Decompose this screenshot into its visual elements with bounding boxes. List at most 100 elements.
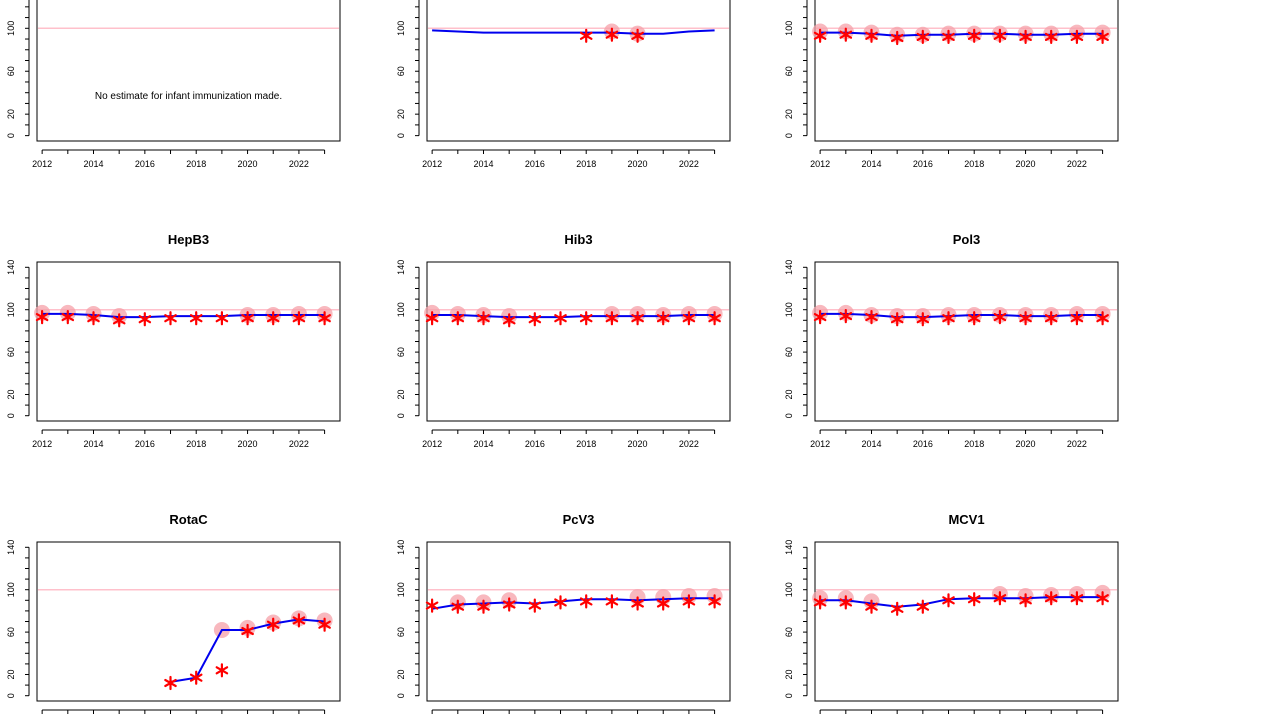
reported-point bbox=[967, 592, 981, 607]
estimate-line bbox=[431, 597, 715, 610]
reported-point bbox=[656, 596, 670, 611]
x-tick-label: 2022 bbox=[289, 439, 309, 449]
x-tick-label: 2014 bbox=[83, 439, 103, 449]
no-estimate-note: No estimate for infant immunization made… bbox=[95, 91, 282, 102]
reported-point bbox=[1096, 591, 1109, 606]
x-tick-label: 2012 bbox=[810, 439, 830, 449]
estimate-line bbox=[432, 29, 715, 35]
reported-point bbox=[164, 675, 177, 691]
chart-panel-panel-2: 0 20 60 100 2012 2014 2016 2018 2020 2022 bbox=[396, 0, 731, 169]
reported-point bbox=[477, 311, 490, 326]
plot-frame bbox=[36, 0, 341, 142]
x-tick-label: 2016 bbox=[525, 439, 545, 449]
reported-point bbox=[502, 597, 516, 612]
reported-point bbox=[318, 311, 331, 326]
y-tick-label: 0 bbox=[784, 413, 794, 418]
reported-point bbox=[241, 311, 254, 326]
reported-point bbox=[87, 311, 100, 326]
y-tick-label: 0 bbox=[6, 693, 16, 698]
x-tick-label: 2016 bbox=[525, 159, 545, 169]
reported-point bbox=[605, 594, 619, 609]
reported-point bbox=[1019, 311, 1032, 326]
reported-point bbox=[266, 311, 280, 326]
x-tick-label: 2020 bbox=[1016, 159, 1036, 169]
y-tick-label: 0 bbox=[6, 413, 16, 418]
plot-frame bbox=[814, 541, 1119, 702]
chart-panel-rotac: RotaC02060100140201220142016201820202022 bbox=[6, 512, 341, 720]
y-tick-label: 20 bbox=[784, 669, 794, 679]
reported-point bbox=[292, 613, 306, 628]
y-tick-label: 0 bbox=[396, 133, 406, 138]
reported-point bbox=[682, 594, 696, 609]
y-tick-label: 140 bbox=[6, 260, 16, 275]
x-tick-label: 2018 bbox=[186, 159, 206, 169]
reported-point bbox=[215, 663, 229, 678]
y-tick-label: 60 bbox=[396, 627, 406, 637]
x-tick-label: 2020 bbox=[628, 159, 648, 169]
reported-point bbox=[579, 28, 593, 43]
x-tick-label: 2016 bbox=[913, 439, 933, 449]
chart-panel-pol3: Pol3 0 20 60 100 140 2012 2014 2016 2018 2020 2022 bbox=[784, 232, 1119, 449]
reported-point bbox=[916, 599, 930, 614]
reported-point bbox=[865, 310, 878, 325]
chart-title: PcV3 bbox=[563, 512, 595, 527]
chart-title: RotaC bbox=[169, 512, 208, 527]
y-tick-label: 20 bbox=[396, 669, 406, 679]
y-tick-label: 0 bbox=[784, 693, 794, 698]
y-tick-label: 100 bbox=[6, 302, 16, 317]
reported-point bbox=[554, 595, 567, 610]
estimate-line bbox=[820, 31, 1103, 37]
reported-point bbox=[1019, 593, 1032, 608]
y-tick-label: 60 bbox=[6, 627, 16, 637]
chart-panel-panel-3: 0 20 60 100 2012 2014 2016 2018 2020 2022 bbox=[784, 0, 1119, 169]
reported-point bbox=[579, 311, 593, 326]
x-tick-label: 2022 bbox=[679, 159, 699, 169]
y-tick-label: 140 bbox=[396, 540, 406, 555]
reported-point bbox=[189, 311, 203, 326]
reported-point bbox=[292, 311, 306, 326]
x-tick-label: 2014 bbox=[473, 159, 493, 169]
x-tick-label: 2018 bbox=[576, 159, 596, 169]
plot-frame bbox=[426, 261, 731, 422]
reported-point bbox=[1019, 29, 1032, 44]
chart-title: Pol3 bbox=[953, 232, 980, 247]
reported-point bbox=[942, 29, 955, 44]
reported-point bbox=[656, 311, 670, 326]
reported-point bbox=[942, 311, 955, 326]
y-tick-label: 20 bbox=[396, 389, 406, 399]
chart-panel-panel-1: 0 20 60 100 2012 2014 2016 2018 2020 2022 No estim… bbox=[6, 0, 341, 169]
y-tick-label: 60 bbox=[6, 66, 16, 76]
plot-frame bbox=[814, 261, 1119, 422]
x-tick-label: 2020 bbox=[628, 439, 648, 449]
reported-point bbox=[554, 311, 567, 326]
x-tick-label: 2022 bbox=[1067, 439, 1087, 449]
reported-point bbox=[477, 599, 490, 614]
reported-point bbox=[164, 311, 177, 326]
chart-title: HepB3 bbox=[168, 232, 209, 247]
reported-point bbox=[1044, 29, 1058, 44]
reported-point bbox=[1044, 311, 1058, 326]
y-tick-label: 20 bbox=[784, 389, 794, 399]
chart-title: Hib3 bbox=[564, 232, 592, 247]
y-tick-label: 60 bbox=[784, 347, 794, 357]
reported-point bbox=[605, 27, 619, 42]
x-tick-label: 2014 bbox=[861, 439, 881, 449]
reported-point bbox=[605, 311, 619, 326]
reported-point bbox=[890, 30, 904, 46]
reported-point bbox=[528, 598, 542, 613]
y-tick-label: 0 bbox=[784, 133, 794, 138]
y-tick-label: 60 bbox=[6, 347, 16, 357]
reported-point bbox=[1070, 311, 1084, 326]
plot-frame bbox=[426, 0, 731, 142]
reported-point bbox=[112, 313, 126, 328]
plot-frame bbox=[36, 261, 341, 422]
x-tick-label: 2018 bbox=[186, 439, 206, 449]
y-tick-label: 140 bbox=[784, 260, 794, 275]
reported-point bbox=[890, 601, 904, 616]
reported-point bbox=[138, 312, 152, 327]
reported-point bbox=[266, 617, 280, 632]
chart-title: MCV1 bbox=[948, 512, 984, 527]
reported-point bbox=[813, 310, 827, 325]
reported-point bbox=[631, 596, 644, 611]
reported-point bbox=[425, 311, 439, 326]
